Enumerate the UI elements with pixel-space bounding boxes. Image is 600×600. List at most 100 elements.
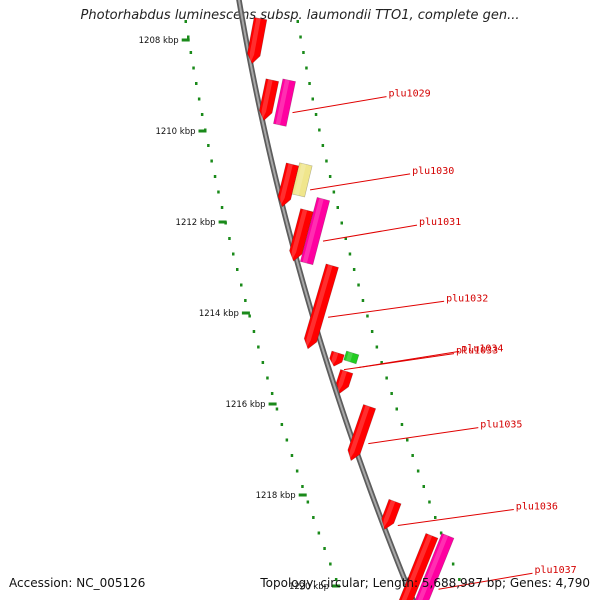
guide-dot: [266, 376, 269, 380]
kbp-tick-label: 1218 kbp: [256, 491, 296, 501]
guide-dot: [400, 423, 404, 426]
guide-dot: [416, 469, 420, 473]
guide-dot: [428, 500, 431, 504]
gene-arrow-plu1030[interactable]: [291, 162, 313, 198]
guide-dot: [275, 407, 279, 411]
gene-label-leader: [292, 96, 387, 114]
guide-dot: [184, 20, 187, 23]
gene-label-plu1034[interactable]: plu1034: [461, 343, 503, 354]
kbp-tick: [298, 493, 307, 497]
gene-arrow-plu1035[interactable]: [345, 404, 377, 462]
gene-label-plu1033[interactable]: plu1033: [456, 346, 498, 357]
gene-arrow-plu1033[interactable]: [328, 350, 345, 368]
guide-dot: [370, 330, 374, 333]
gene-arrow: [259, 78, 280, 121]
guide-dot: [257, 345, 260, 349]
guide-dot: [406, 438, 409, 442]
guide-dot: [252, 330, 256, 333]
kbp-tick-label: 1210 kbp: [155, 127, 195, 137]
guide-dot: [325, 159, 328, 163]
guide-dot: [301, 485, 304, 488]
guide-dot: [232, 252, 235, 256]
gene-arrow-plu1029[interactable]: [273, 78, 296, 127]
guide-dot: [305, 66, 308, 70]
guide-dot: [295, 469, 299, 473]
gene-label-leader: [397, 509, 514, 526]
gene-label-leader: [310, 173, 411, 191]
gene-label-plu1030[interactable]: plu1030: [412, 166, 454, 177]
gene-arrow-plu1036[interactable]: [378, 498, 402, 532]
gene-label-plu1029[interactable]: plu1029: [389, 89, 431, 100]
guide-dot: [334, 578, 338, 581]
gene-arrow-plu1034[interactable]: [343, 350, 360, 365]
guide-dot: [321, 144, 325, 147]
kbp-tick: [218, 220, 227, 224]
guide-dot: [439, 531, 443, 535]
gene-label-plu1037[interactable]: plu1037: [535, 565, 577, 576]
guide-dot: [323, 547, 326, 550]
kbp-tick-label: 1220 kbp: [289, 582, 329, 592]
guide-dot: [217, 190, 220, 194]
guide-dot: [306, 500, 310, 504]
guide-dot: [332, 190, 336, 194]
guide-dot: [395, 407, 398, 411]
guide-dot: [280, 423, 284, 426]
gene-label-leader: [328, 300, 445, 318]
guide-dot: [348, 252, 352, 256]
guide-dot: [380, 361, 383, 364]
guide-dot: [290, 454, 294, 457]
gene-label-leader: [322, 224, 418, 242]
guide-dot: [296, 20, 299, 23]
kbp-tick: [268, 402, 277, 406]
kbp-ruler: 1208 kbp 1210 kbp 1212 kbp 1214 kbp 1216 kbp…: [139, 36, 340, 592]
genome-backbone: [236, 0, 416, 600]
gene-arrow: [289, 208, 314, 262]
guide-dot: [302, 51, 305, 54]
gene-features: [247, 17, 455, 600]
gene-arrow-plu1031[interactable]: [299, 197, 331, 266]
guide-dot: [390, 392, 393, 395]
guide-dot: [189, 51, 193, 54]
guide-dot: [451, 562, 455, 566]
guide-dot: [422, 485, 425, 488]
guide-dot: [207, 144, 210, 147]
guide-dot: [317, 531, 321, 535]
gene-label-leader: [438, 572, 533, 590]
genome-summary-text: Topology: circular; Length: 5,688,987 bp…: [260, 576, 590, 590]
guide-dot: [244, 299, 247, 302]
page-title: Photorhabdus luminescens subsp. laumondi…: [80, 8, 520, 23]
guide-dot: [308, 82, 311, 85]
accession-text: Accession: NC_005126: [9, 576, 146, 590]
kbp-tick-label: 1208 kbp: [139, 36, 179, 46]
guide-dot: [344, 237, 347, 240]
guide-dot: [299, 35, 302, 39]
gene-arrow-plu1032[interactable]: [302, 263, 339, 351]
gene-arrow-plu1037[interactable]: [406, 532, 455, 600]
gene-labels: plu1029plu1030plu1031plu1032plu1033plu10…: [292, 89, 577, 590]
kbp-tick: [332, 584, 340, 588]
guide-dot: [357, 283, 360, 287]
guide-dot: [228, 237, 231, 240]
guide-dot: [311, 97, 314, 101]
gene-label-leader: [359, 350, 460, 368]
guide-dot: [236, 268, 239, 271]
gene-label-plu1035[interactable]: plu1035: [480, 420, 522, 431]
guide-dot: [195, 82, 198, 85]
guide-dot: [192, 66, 195, 70]
guide-dot: [240, 283, 243, 287]
kbp-tick-label: 1216 kbp: [226, 400, 266, 410]
guide-dot: [340, 221, 343, 225]
gene-label-plu1032[interactable]: plu1032: [446, 293, 488, 304]
guide-dot: [336, 206, 339, 209]
guide-dot: [314, 113, 318, 116]
guide-dot: [375, 345, 379, 349]
gene-label-leader: [368, 427, 479, 445]
kbp-tick: [241, 311, 250, 315]
gene-label-plu1031[interactable]: plu1031: [419, 217, 461, 228]
gene-label-plu1036[interactable]: plu1036: [516, 502, 558, 513]
guide-dot: [328, 175, 332, 178]
guide-dot: [248, 314, 251, 318]
guide-dot: [197, 97, 201, 101]
